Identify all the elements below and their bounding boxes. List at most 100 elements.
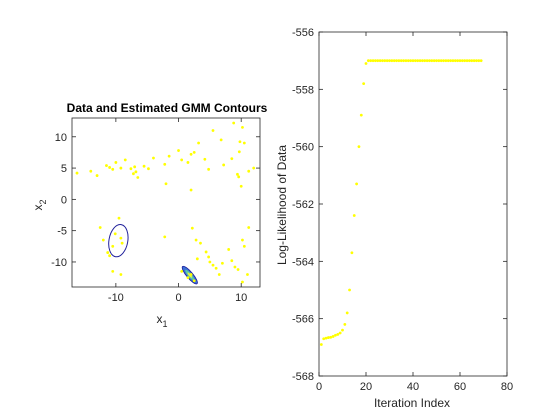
- data-point: [119, 167, 122, 170]
- data-point: [102, 239, 105, 242]
- loglik-point: [336, 333, 339, 336]
- data-point: [222, 164, 225, 167]
- data-point: [136, 176, 139, 179]
- data-point: [237, 175, 240, 178]
- loglik-point: [355, 183, 358, 186]
- loglik-point: [351, 251, 354, 254]
- data-point: [212, 129, 215, 132]
- loglik-xtick-label: 40: [407, 381, 419, 393]
- data-point: [195, 239, 198, 242]
- data-point: [193, 151, 196, 154]
- data-point: [241, 281, 244, 284]
- data-point: [207, 168, 210, 171]
- data-point: [221, 262, 224, 265]
- data-point: [234, 266, 237, 269]
- gmm-ytick-label: 10: [55, 132, 67, 144]
- data-point: [190, 273, 193, 276]
- data-point: [215, 267, 218, 270]
- data-point: [108, 254, 111, 257]
- data-point: [143, 165, 146, 168]
- data-point: [197, 142, 200, 145]
- data-point: [76, 172, 79, 175]
- loglik-point: [348, 289, 351, 292]
- loglik-xtick-label: 60: [454, 381, 466, 393]
- gmm-xtick-label: -10: [108, 292, 124, 304]
- data-point: [130, 167, 133, 170]
- data-point: [232, 122, 235, 125]
- data-point: [191, 227, 194, 230]
- data-point: [243, 142, 246, 145]
- data-point: [230, 157, 233, 160]
- data-point: [241, 239, 244, 242]
- data-point: [243, 245, 246, 248]
- loglik-axes-box: [319, 32, 507, 376]
- loglik-xlabel: Iteration Index: [374, 396, 450, 410]
- loglik-point: [325, 337, 328, 340]
- loglik-panel: 0 20 40 60 80 -568 -566 -564 -562 -560 -558 -556 It…: [275, 27, 513, 410]
- data-point: [187, 276, 190, 279]
- data-point: [203, 158, 206, 161]
- data-point: [111, 245, 114, 248]
- loglik-ytick-label: -568: [292, 371, 314, 383]
- data-point: [247, 170, 250, 173]
- loglik-ytick-label: -556: [292, 27, 314, 39]
- data-point: [163, 236, 166, 239]
- loglik-ytick-label: -558: [292, 84, 314, 96]
- data-point: [218, 273, 221, 276]
- loglik-ytick-label: -564: [292, 256, 314, 268]
- data-point: [207, 256, 210, 259]
- data-point: [163, 163, 166, 166]
- loglik-point: [322, 337, 325, 340]
- data-point: [119, 237, 122, 240]
- data-point: [135, 170, 138, 173]
- data-point: [187, 161, 190, 164]
- data-point: [190, 153, 193, 156]
- loglik-point: [339, 332, 342, 335]
- data-point: [108, 166, 111, 169]
- loglik-point: [480, 59, 483, 62]
- data-point: [230, 259, 233, 262]
- data-point: [96, 174, 99, 177]
- loglik-point: [320, 343, 323, 346]
- data-point: [89, 170, 92, 173]
- data-point: [114, 232, 117, 235]
- loglik-point: [362, 82, 365, 85]
- data-point: [237, 268, 240, 271]
- gmm-xlabel: x1: [156, 312, 167, 329]
- gmm-ytick-label: -10: [51, 257, 67, 269]
- data-point: [240, 185, 243, 188]
- loglik-point: [353, 214, 356, 217]
- data-point: [205, 251, 208, 254]
- data-point: [111, 168, 114, 171]
- data-point: [168, 155, 171, 158]
- data-point: [121, 242, 124, 245]
- data-point: [227, 248, 230, 251]
- data-point: [193, 279, 196, 282]
- data-point: [239, 140, 242, 143]
- data-point: [106, 251, 109, 254]
- data-point: [220, 139, 223, 142]
- data-point: [246, 273, 249, 276]
- data-point: [199, 242, 202, 245]
- loglik-point: [341, 329, 344, 332]
- loglik-ytick-label: -562: [292, 199, 314, 211]
- data-point: [133, 165, 136, 168]
- gmm-ytick-label: 5: [61, 163, 67, 175]
- data-point: [147, 167, 150, 170]
- data-point: [152, 157, 155, 160]
- data-point: [238, 150, 241, 153]
- data-point: [118, 217, 121, 220]
- loglik-point: [365, 62, 368, 65]
- loglik-ytick-label: -560: [292, 142, 314, 154]
- gmm-xtick-label: 10: [235, 292, 247, 304]
- loglik-ylabel: Log-Likelihood of Data: [275, 145, 289, 265]
- gmm-plot-area: [72, 118, 260, 287]
- gmm-xlabel-sub: 1: [162, 319, 167, 329]
- data-point: [180, 159, 183, 162]
- loglik-point: [343, 323, 346, 326]
- loglik-xtick-label: 80: [501, 381, 513, 393]
- gmm-ytick-label: 0: [61, 194, 67, 206]
- data-point: [177, 149, 180, 152]
- gmm-ytick-label: -5: [57, 226, 67, 238]
- data-point: [236, 173, 239, 176]
